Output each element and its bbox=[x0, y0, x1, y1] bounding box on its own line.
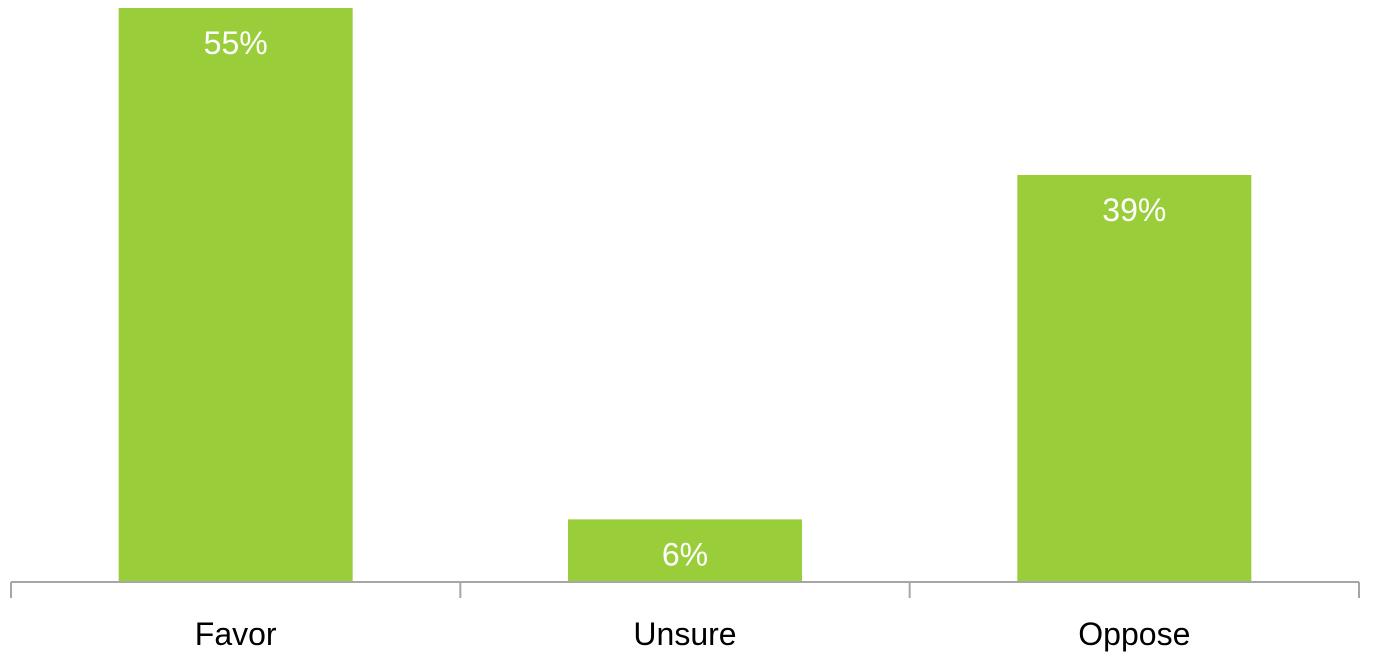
data-label-oppose: 39% bbox=[1102, 192, 1166, 228]
bar-oppose bbox=[1017, 174, 1252, 582]
bars-layer bbox=[118, 8, 1252, 582]
category-label-favor: Favor bbox=[195, 616, 277, 652]
category-label-unsure: Unsure bbox=[633, 616, 736, 652]
data-label-unsure: 6% bbox=[662, 536, 708, 572]
bar-favor bbox=[118, 8, 353, 582]
bar-unsure bbox=[568, 519, 802, 582]
category-label-oppose: Oppose bbox=[1078, 616, 1190, 652]
labels-layer: 55% Favor 6% Unsure 39% Oppose bbox=[195, 25, 1191, 652]
x-axis bbox=[10, 581, 1360, 598]
data-label-favor: 55% bbox=[204, 25, 268, 61]
